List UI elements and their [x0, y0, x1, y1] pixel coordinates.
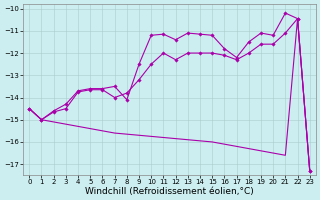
X-axis label: Windchill (Refroidissement éolien,°C): Windchill (Refroidissement éolien,°C) — [85, 187, 254, 196]
